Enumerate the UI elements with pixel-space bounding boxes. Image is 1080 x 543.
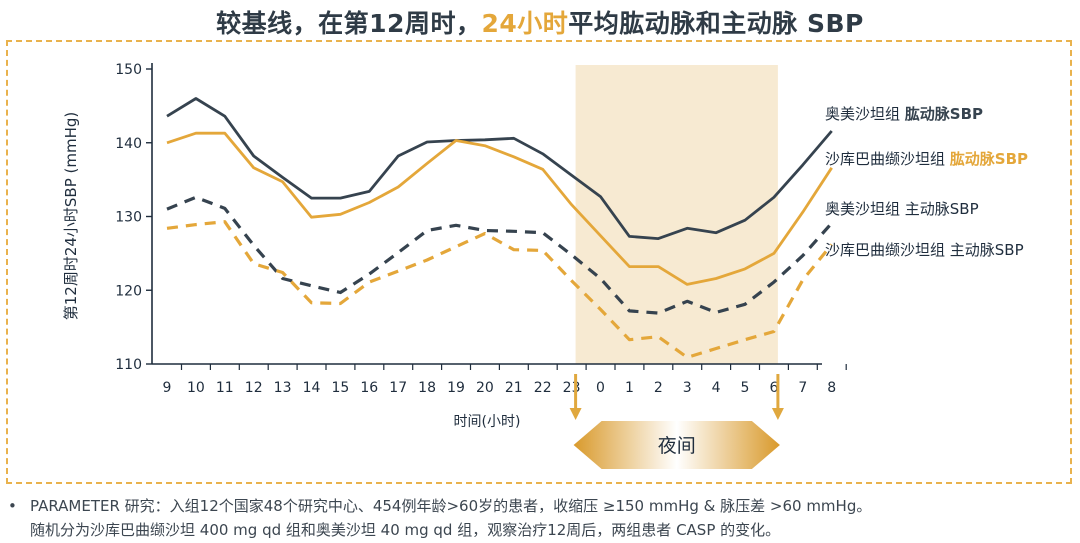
title-part-2: 平均肱动脉和主动脉 SBP	[568, 9, 864, 38]
legend-label-suffix: 肱动脉SBP	[905, 105, 983, 123]
x-tick-label: 9	[163, 380, 172, 396]
legend-label-prefix: 奥美沙坦组	[825, 200, 905, 218]
x-tick-label: 11	[216, 380, 234, 396]
title-part-1: 较基线，在第12周时，	[216, 9, 482, 38]
x-tick-label: 15	[331, 380, 349, 396]
night-range-arrow	[573, 421, 780, 469]
x-tick-label: 5	[741, 380, 750, 396]
legend-label-prefix: 奥美沙坦组	[825, 105, 905, 123]
x-tick-label: 22	[534, 380, 552, 396]
series-line-4	[166, 220, 833, 359]
x-tick-label: 18	[418, 380, 436, 396]
x-tick-label: 16	[360, 380, 378, 396]
x-tick-label: 12	[245, 380, 263, 396]
y-tick-label: 120	[115, 283, 142, 299]
night-arrow-head-1	[569, 408, 582, 420]
legend-entry-2: 沙库巴曲缬沙坦组 肱动脉SBP	[825, 150, 1028, 168]
series-line-2	[166, 131, 833, 286]
x-tick-label: 3	[683, 380, 692, 396]
legend-label-prefix: 沙库巴曲缬沙坦组	[825, 150, 950, 168]
x-tick-label: 19	[447, 380, 465, 396]
y-tick-label: 110	[115, 357, 142, 373]
x-tick-label: 0	[596, 380, 605, 396]
x-tick-label: 17	[389, 380, 407, 396]
chart-title: 较基线，在第12周时，24小时平均肱动脉和主动脉 SBP	[0, 4, 1080, 40]
legend-label-suffix: 肱动脉SBP	[950, 150, 1028, 168]
legend-entry-3: 奥美沙坦组 主动脉SBP	[825, 200, 979, 218]
x-tick-label: 7	[798, 380, 807, 396]
x-tick-label: 21	[505, 380, 523, 396]
legend-entry-4: 沙库巴曲缬沙坦组 主动脉SBP	[825, 241, 1024, 259]
legend-label-suffix: 主动脉SBP	[950, 241, 1024, 259]
footnote-text-1: PARAMETER 研究：入组12个国家48个研究中心、454例年龄>60岁的患…	[30, 497, 872, 515]
legend-label-suffix: 主动脉SBP	[905, 200, 979, 218]
night-label: 夜间	[658, 435, 696, 457]
y-axis-label: 第12周时24小时SBP (mmHg)	[62, 112, 80, 321]
series-line-3	[166, 195, 833, 315]
y-tick-label: 150	[115, 62, 142, 78]
x-tick-label: 13	[274, 380, 292, 396]
x-tick-label: 20	[476, 380, 494, 396]
x-tick-label: 8	[827, 380, 836, 396]
legend-entry-1: 奥美沙坦组 肱动脉SBP	[825, 105, 983, 123]
x-tick-label: 14	[303, 380, 321, 396]
night-arrow-head-2	[771, 408, 784, 420]
title-highlight: 24小时	[481, 9, 569, 38]
x-tick-label: 6	[769, 380, 778, 396]
series-line-1	[166, 97, 833, 241]
x-tick-label: 2	[654, 380, 663, 396]
y-tick-label: 140	[115, 136, 142, 152]
x-tick-label: 1	[625, 380, 634, 396]
footnote-line-1: • PARAMETER 研究：入组12个国家48个研究中心、454例年龄>60岁的…	[8, 494, 871, 518]
chart-frame	[6, 40, 1072, 484]
x-tick-label: 4	[712, 380, 721, 396]
x-axis-label: 时间(小时)	[454, 414, 521, 430]
night-band	[575, 65, 778, 364]
y-tick-label: 130	[115, 210, 142, 226]
x-tick-label: 23	[563, 380, 581, 396]
footnote-line-2: 随机分为沙库巴曲缬沙坦 400 mg qd 组和奥美沙坦 40 mg qd 组，…	[30, 521, 781, 539]
footnote-bullet: •	[8, 497, 17, 515]
x-tick-label: 10	[187, 380, 205, 396]
footnote: • PARAMETER 研究：入组12个国家48个研究中心、454例年龄>60岁的…	[8, 494, 871, 542]
legend-label-prefix: 沙库巴曲缬沙坦组	[825, 241, 950, 259]
